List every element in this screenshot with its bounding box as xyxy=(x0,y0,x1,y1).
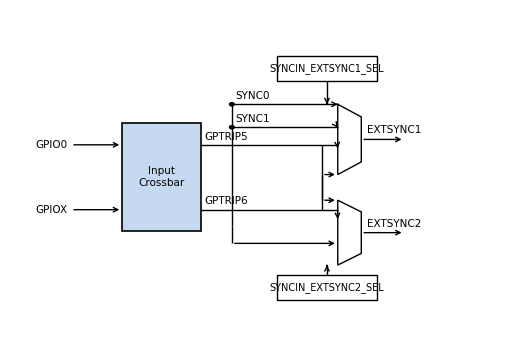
Text: GPIOX: GPIOX xyxy=(35,205,67,215)
Text: EXTSYNC1: EXTSYNC1 xyxy=(367,125,421,135)
Text: EXTSYNC2: EXTSYNC2 xyxy=(367,219,421,229)
Text: SYNCIN_EXTSYNC2_SEL: SYNCIN_EXTSYNC2_SEL xyxy=(269,282,384,293)
Text: Input
Crossbar: Input Crossbar xyxy=(138,166,184,188)
Text: GPTRIP6: GPTRIP6 xyxy=(204,197,247,206)
Text: SYNCIN_EXTSYNC1_SEL: SYNCIN_EXTSYNC1_SEL xyxy=(269,63,383,74)
Bar xyxy=(276,274,376,300)
Bar xyxy=(276,56,376,81)
Text: GPIO0: GPIO0 xyxy=(35,140,67,150)
Text: SYNC1: SYNC1 xyxy=(235,114,270,124)
Bar xyxy=(122,123,200,231)
Text: SYNC0: SYNC0 xyxy=(235,91,270,101)
Circle shape xyxy=(229,126,234,129)
Text: GPTRIP5: GPTRIP5 xyxy=(204,132,247,141)
Circle shape xyxy=(229,102,234,106)
